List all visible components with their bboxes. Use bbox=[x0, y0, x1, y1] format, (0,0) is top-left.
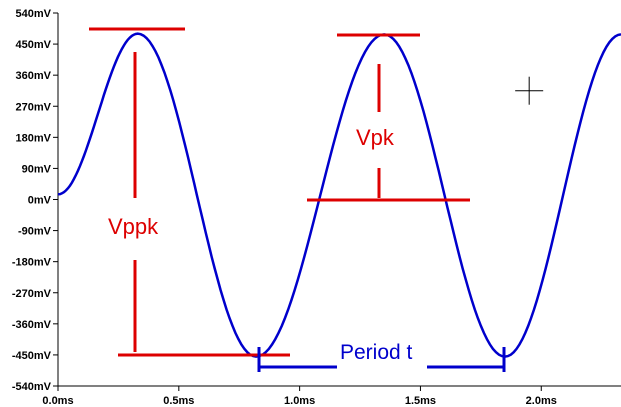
y-tick-label: 90mV bbox=[22, 163, 52, 175]
x-tick-label: 0.0ms bbox=[42, 395, 73, 407]
y-tick-label: -90mV bbox=[18, 226, 52, 238]
series-line bbox=[57, 32, 621, 358]
y-tick-label: -270mV bbox=[12, 288, 52, 300]
y-tick-label: 270mV bbox=[16, 101, 52, 113]
y-tick-label: 0mV bbox=[28, 195, 52, 207]
x-tick-label: 0.5ms bbox=[163, 395, 194, 407]
y-tick-label: 450mV bbox=[16, 39, 52, 51]
annotations: Vppk Vpk Period t bbox=[89, 27, 544, 372]
vpk-label: Vpk bbox=[356, 125, 395, 150]
y-tick-label: 540mV bbox=[16, 8, 52, 20]
ticks: 540mV 450mV 360mV 270mV 180mV 90mV 0mV -90mV -18… bbox=[12, 8, 557, 407]
series-layer bbox=[57, 32, 621, 358]
y-tick-label: -360mV bbox=[12, 319, 52, 331]
period-label: Period t bbox=[340, 341, 413, 364]
x-tick-label: 1.0ms bbox=[284, 395, 315, 407]
y-tick-label: -180mV bbox=[12, 257, 52, 269]
crosshair-cursor-icon bbox=[515, 76, 544, 105]
x-tick-label: 1.5ms bbox=[405, 395, 436, 407]
vppk-label: Vppk bbox=[108, 214, 159, 239]
y-tick-label: 360mV bbox=[16, 70, 52, 82]
x-tick-label: 2.0ms bbox=[526, 395, 557, 407]
y-tick-label: -450mV bbox=[12, 350, 52, 362]
y-tick-label: -540mV bbox=[12, 381, 52, 393]
y-tick-label: 180mV bbox=[16, 132, 52, 144]
